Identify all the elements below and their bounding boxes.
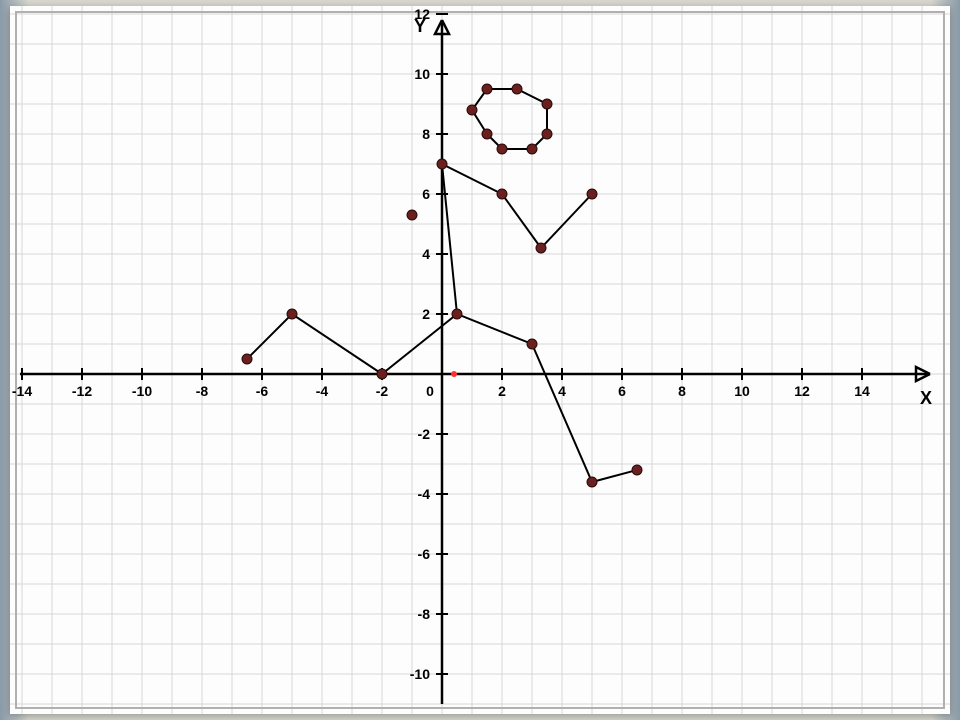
- svg-text:10: 10: [734, 383, 750, 399]
- svg-text:-10: -10: [410, 666, 430, 682]
- svg-text:2: 2: [422, 306, 430, 322]
- svg-text:0: 0: [426, 383, 434, 399]
- svg-text:8: 8: [422, 126, 430, 142]
- svg-text:4: 4: [558, 383, 566, 399]
- svg-text:12: 12: [794, 383, 810, 399]
- svg-text:-4: -4: [316, 383, 329, 399]
- coordinate-plane-chart: -14-12-10-8-6-4-224681012140-12-10-8-6-4…: [10, 6, 950, 714]
- svg-text:-4: -4: [418, 486, 431, 502]
- svg-text:-12: -12: [72, 383, 92, 399]
- svg-text:-8: -8: [196, 383, 209, 399]
- svg-text:-14: -14: [12, 383, 32, 399]
- svg-text:14: 14: [854, 383, 870, 399]
- svg-text:-8: -8: [418, 606, 431, 622]
- svg-text:4: 4: [422, 246, 430, 262]
- svg-text:10: 10: [414, 66, 430, 82]
- presentation-frame: -14-12-10-8-6-4-224681012140-12-10-8-6-4…: [0, 0, 960, 720]
- svg-text:8: 8: [678, 383, 686, 399]
- svg-text:-2: -2: [376, 383, 389, 399]
- svg-text:-10: -10: [132, 383, 152, 399]
- svg-text:2: 2: [498, 383, 506, 399]
- svg-text:X: X: [920, 388, 932, 408]
- svg-text:6: 6: [422, 186, 430, 202]
- svg-text:-2: -2: [418, 426, 431, 442]
- svg-text:6: 6: [618, 383, 626, 399]
- svg-text:-6: -6: [256, 383, 269, 399]
- svg-text:-6: -6: [418, 546, 431, 562]
- graph-paper-sheet: -14-12-10-8-6-4-224681012140-12-10-8-6-4…: [10, 6, 950, 714]
- svg-text:Y: Y: [414, 16, 426, 36]
